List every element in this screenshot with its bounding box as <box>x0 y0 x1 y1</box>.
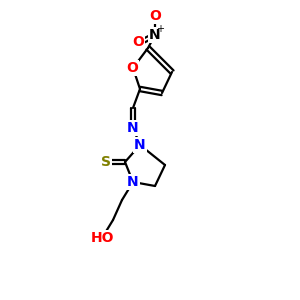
Text: N: N <box>134 138 146 152</box>
Text: O: O <box>149 9 161 23</box>
Text: O: O <box>132 35 144 49</box>
Text: N: N <box>127 121 139 135</box>
Text: O: O <box>126 61 138 75</box>
Text: +: + <box>156 24 164 34</box>
Text: S: S <box>101 155 111 169</box>
Text: HO: HO <box>91 231 115 245</box>
Text: N: N <box>149 28 161 42</box>
Text: N: N <box>127 175 139 189</box>
